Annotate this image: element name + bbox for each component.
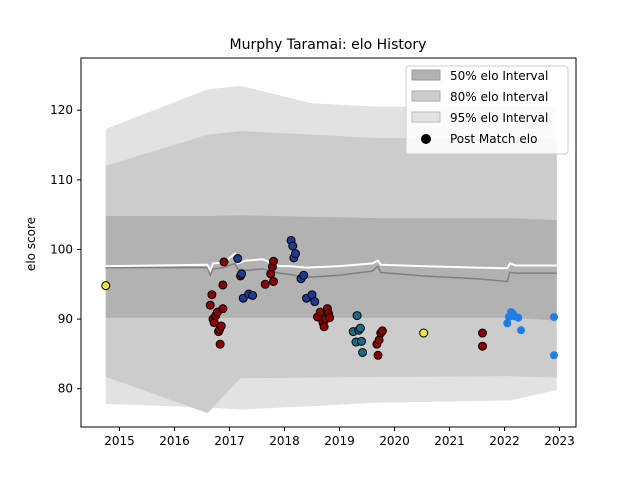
post-match-point	[260, 279, 270, 289]
y-tick-label: 120	[50, 103, 73, 117]
legend-marker-point	[421, 134, 431, 144]
x-axis: 2015 2016 2017 2018 2019 2020 2021 2022 2023	[104, 427, 575, 448]
x-tick-label: 2020	[379, 434, 410, 448]
post-match-points	[101, 235, 558, 360]
y-axis-label: elo score	[24, 217, 38, 271]
post-match-point	[319, 322, 329, 332]
post-match-point	[478, 341, 487, 351]
x-tick-label: 2016	[159, 434, 190, 448]
post-match-point	[205, 300, 215, 310]
legend-swatch-50	[411, 69, 441, 81]
chart-title: Murphy Taramai: elo History	[230, 37, 427, 53]
post-match-point	[514, 313, 523, 322]
legend-label-80: 80% elo Interval	[450, 90, 548, 104]
x-tick-label: 2023	[544, 434, 575, 448]
post-match-point	[288, 241, 298, 251]
post-match-point	[216, 321, 226, 331]
post-match-point	[352, 311, 362, 321]
post-match-point	[207, 290, 217, 300]
post-match-point	[310, 297, 320, 307]
band-50	[105, 215, 557, 321]
post-match-point	[377, 326, 387, 336]
legend-label-50: 50% elo Interval	[450, 69, 548, 83]
x-tick-label: 2017	[214, 434, 245, 448]
x-tick-label: 2021	[434, 434, 465, 448]
post-match-point	[419, 328, 429, 338]
post-match-point	[550, 312, 558, 321]
x-tick-label: 2018	[269, 434, 300, 448]
x-tick-label: 2022	[489, 434, 520, 448]
y-tick-label: 110	[50, 173, 73, 187]
x-tick-label: 2019	[324, 434, 355, 448]
plot-frame	[80, 57, 577, 428]
post-match-point	[478, 328, 487, 338]
post-match-point	[355, 323, 365, 333]
legend-label-point: Post Match elo	[450, 132, 537, 146]
post-match-point	[101, 281, 111, 291]
legend: 50% elo Interval 80% elo Interval 95% el…	[405, 65, 569, 155]
legend-swatch-80	[411, 90, 441, 102]
post-match-point	[291, 249, 300, 259]
post-match-point	[517, 326, 525, 335]
post-match-point	[373, 350, 383, 360]
post-match-point	[237, 269, 247, 279]
y-tick-label: 90	[58, 312, 73, 326]
legend-box	[405, 65, 569, 155]
post-match-point	[233, 254, 243, 264]
post-match-point	[215, 339, 225, 349]
post-match-point	[269, 276, 278, 286]
post-match-point	[358, 348, 368, 358]
legend-swatch-95	[411, 111, 441, 123]
post-match-point	[248, 290, 258, 300]
post-match-point	[550, 351, 558, 360]
current-elo-line	[105, 251, 557, 273]
y-tick-label: 100	[50, 242, 73, 256]
post-match-point	[218, 304, 228, 314]
post-match-point	[357, 336, 366, 346]
post-match-point	[269, 256, 278, 266]
post-match-point	[503, 319, 512, 328]
x-tick-label: 2015	[104, 434, 135, 448]
post-match-point	[218, 280, 228, 290]
post-match-point	[219, 257, 229, 267]
post-match-point	[299, 270, 309, 280]
legend-label-95: 95% elo Interval	[450, 111, 548, 125]
y-axis: 80 90 100 110 120	[50, 103, 81, 396]
y-tick-label: 80	[58, 382, 73, 396]
post-match-point	[325, 313, 335, 323]
